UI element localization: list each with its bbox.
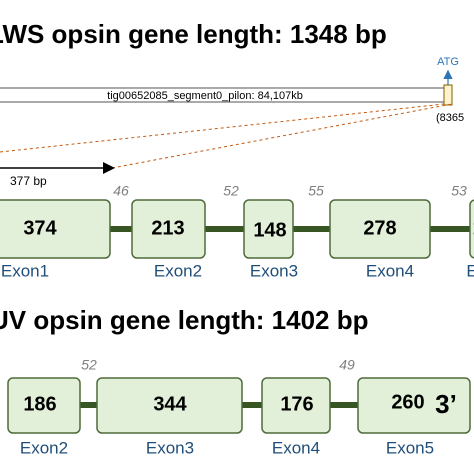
exon-box bbox=[243, 199, 294, 259]
zoom-line bbox=[0, 103, 445, 153]
exon-length: 344 bbox=[153, 393, 187, 415]
exon-label: Exon3 bbox=[146, 438, 194, 457]
intron-length: 55 bbox=[308, 183, 324, 199]
exon-label: Exon1 bbox=[1, 261, 49, 280]
exon-label: Exon3 bbox=[250, 261, 298, 280]
zoom-line bbox=[111, 103, 453, 169]
exon-label: Exon4 bbox=[366, 261, 414, 280]
intron-length: 46 bbox=[113, 183, 129, 199]
exon-label: Exon5 bbox=[386, 438, 434, 457]
exon-label: Exon2 bbox=[154, 261, 202, 280]
exon-length: 374 bbox=[23, 217, 57, 239]
exon-box bbox=[7, 377, 81, 434]
exon-length: 278 bbox=[363, 217, 396, 239]
exon-label: Exon4 bbox=[272, 438, 320, 457]
exon-length: 213 bbox=[151, 217, 184, 239]
exon-box bbox=[261, 377, 331, 434]
scale-label: 377 bp bbox=[10, 174, 47, 188]
exon-box bbox=[469, 199, 474, 259]
exon-box bbox=[357, 377, 471, 434]
gene-locus bbox=[443, 84, 453, 106]
exon-box bbox=[96, 377, 243, 434]
exon-label: E bbox=[466, 261, 474, 280]
lws-title: LWS opsin gene length: 1348 bp bbox=[0, 19, 387, 49]
intron-length: 52 bbox=[81, 357, 97, 373]
exon-length: 1 bbox=[472, 217, 474, 239]
coordinate: (8365 bbox=[436, 112, 464, 124]
exon-length: 186 bbox=[23, 393, 56, 415]
exon-box bbox=[0, 199, 111, 259]
exon-box bbox=[329, 199, 431, 259]
exon-length: 148 bbox=[253, 219, 286, 241]
intron-length: 52 bbox=[223, 183, 239, 199]
exon-length: 176 bbox=[280, 393, 313, 415]
exon-box bbox=[131, 199, 206, 259]
start-codon: ATG bbox=[437, 56, 459, 68]
uv-title: UV opsin gene length: 1402 bp bbox=[0, 305, 369, 335]
three-prime-mark: 3’ bbox=[435, 389, 457, 419]
intron-length: 53 bbox=[451, 183, 467, 199]
scaffold-label: tig00652085_segment0_pilon: 84,107kb bbox=[107, 90, 303, 102]
intron-length: 49 bbox=[339, 357, 355, 373]
exon-label: Exon2 bbox=[20, 438, 68, 457]
exon-length: 260 bbox=[391, 391, 424, 413]
